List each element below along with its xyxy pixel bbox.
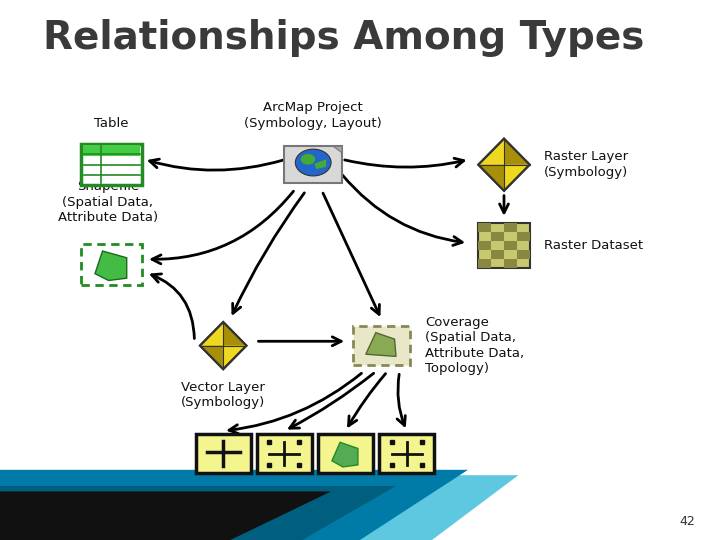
- FancyBboxPatch shape: [353, 326, 410, 365]
- FancyBboxPatch shape: [504, 259, 517, 268]
- Polygon shape: [200, 322, 246, 369]
- FancyBboxPatch shape: [81, 144, 142, 185]
- FancyBboxPatch shape: [478, 223, 530, 268]
- Polygon shape: [0, 475, 518, 540]
- Text: Raster Dataset: Raster Dataset: [544, 239, 643, 252]
- FancyBboxPatch shape: [478, 223, 491, 232]
- FancyBboxPatch shape: [517, 232, 530, 241]
- Polygon shape: [0, 470, 468, 540]
- Text: Table: Table: [94, 117, 129, 130]
- Polygon shape: [200, 346, 223, 369]
- Polygon shape: [223, 322, 246, 346]
- Circle shape: [295, 149, 331, 176]
- Polygon shape: [478, 165, 504, 191]
- Polygon shape: [315, 159, 326, 169]
- Text: Shapefile
(Spatial Data,
Attribute Data): Shapefile (Spatial Data, Attribute Data): [58, 180, 158, 224]
- FancyBboxPatch shape: [83, 145, 140, 156]
- FancyBboxPatch shape: [81, 244, 142, 285]
- FancyBboxPatch shape: [491, 250, 504, 259]
- Text: 42: 42: [679, 515, 695, 528]
- Polygon shape: [478, 139, 530, 191]
- Polygon shape: [332, 442, 358, 467]
- FancyBboxPatch shape: [504, 241, 517, 250]
- Polygon shape: [0, 491, 331, 540]
- Polygon shape: [333, 146, 342, 153]
- FancyBboxPatch shape: [478, 259, 491, 268]
- Circle shape: [301, 154, 315, 165]
- FancyBboxPatch shape: [478, 241, 491, 250]
- Text: Vector Layer
(Symbology): Vector Layer (Symbology): [181, 381, 266, 409]
- Text: Coverage
(Spatial Data,
Attribute Data,
Topology): Coverage (Spatial Data, Attribute Data, …: [425, 316, 524, 375]
- FancyBboxPatch shape: [318, 434, 373, 473]
- Text: Raster Layer
(Symbology): Raster Layer (Symbology): [544, 151, 628, 179]
- FancyBboxPatch shape: [257, 434, 312, 473]
- Text: Relationships Among Types: Relationships Among Types: [43, 19, 644, 57]
- FancyBboxPatch shape: [504, 223, 517, 232]
- Polygon shape: [95, 251, 127, 280]
- Polygon shape: [504, 139, 530, 165]
- Polygon shape: [0, 486, 396, 540]
- FancyBboxPatch shape: [196, 434, 251, 473]
- FancyBboxPatch shape: [284, 146, 342, 183]
- FancyBboxPatch shape: [379, 434, 434, 473]
- Text: ArcMap Project
(Symbology, Layout): ArcMap Project (Symbology, Layout): [244, 101, 382, 130]
- FancyBboxPatch shape: [517, 250, 530, 259]
- FancyBboxPatch shape: [491, 232, 504, 241]
- Polygon shape: [366, 333, 396, 356]
